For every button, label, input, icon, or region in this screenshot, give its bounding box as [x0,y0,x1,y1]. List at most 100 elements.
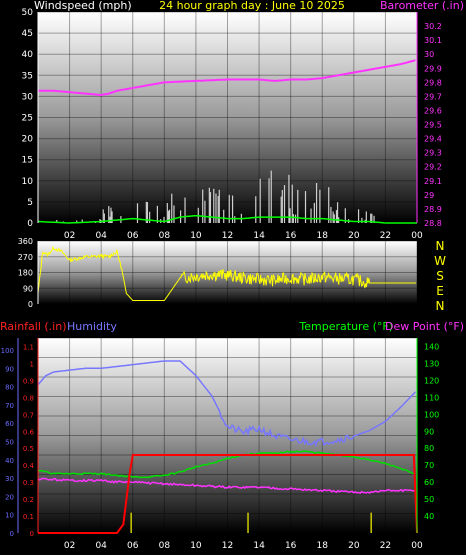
compass-label: E [436,284,444,298]
x-tick-label: 08 [159,231,171,241]
x-tick-label: 00 [411,231,423,241]
y-tick-label: 20 [22,135,34,145]
temperature-line [37,450,416,479]
rain-tick-label: 1.1 [23,343,34,351]
wind-plot-area [38,12,417,223]
y2-tick-label: 28.9 [424,205,442,214]
temp-tick-label: 70 [424,461,434,470]
y-tick-label: 5 [27,198,33,208]
barometer-axis-label: Barometer (.in) [380,0,464,12]
wind-plot-series [37,59,417,224]
y2-tick-label: 29.1 [424,177,442,186]
x-tick-label: 14 [253,231,265,241]
windspeed-axis-label: Windspeed (mph) [34,0,132,12]
rain-tick-label: 0.5 [23,445,34,453]
humidity-tick-label: 50 [5,439,14,447]
compass-label: S [436,269,444,283]
temp-tick-label: 100 [424,410,439,419]
rain-tick-label: 0.4 [23,462,35,470]
x-tick-label: 06 [127,541,139,551]
x-tick-label: 04 [95,231,107,241]
y-tick-label: 50 [22,8,34,18]
humidity-tick-label: 30 [5,475,14,483]
rainfall-axis-label: Rainfall (.in) [0,320,67,333]
y-tick-label: 0 [27,219,33,229]
temp-tick-label: 80 [424,444,434,453]
humidity-tick-label: 70 [5,402,14,410]
temp-tick-label: 50 [424,495,434,504]
y-tick-label: 360 [18,237,33,246]
dewpoint-axis-label: Dew Point (°F) [385,320,464,333]
x-tick-label: 02 [64,541,75,551]
humidity-axis-label: Humidity [67,320,117,333]
y-tick-label: 0 [28,300,33,309]
humidity-line [37,360,416,448]
humidity-tick-label: 80 [5,384,14,392]
compass-label: W [434,254,446,268]
rain-tick-label: 0.1 [23,513,34,521]
rain-tick-label: 0.2 [23,496,34,504]
temp-tick-label: 60 [424,478,434,487]
x-tick-label: 14 [253,541,265,551]
x-tick-label: 22 [380,231,391,241]
temp-tick-label: 40 [424,512,434,521]
temperature-plot-series [37,360,418,534]
y-tick-label: 25 [22,114,33,124]
y2-tick-label: 29.3 [424,149,442,158]
temp-tick-label: 120 [424,376,439,385]
x-tick-label: 10 [190,231,202,241]
temperature-plot-axes: 0 0.1 0.2 0.3 0.4 0.5 0.6 0.7 0.8 0.9 1 1.1 0 10 20 30 4… [1,338,439,551]
y-tick-label: 180 [18,269,33,278]
x-tick-label: 20 [348,541,360,551]
x-tick-label: 22 [380,541,391,551]
y-tick-label: 10 [22,177,34,187]
y2-tick-label: 29.2 [424,163,442,172]
y2-tick-label: 29.8 [424,78,442,87]
x-tick-label: 00 [411,541,423,551]
y-tick-label: 270 [18,253,33,262]
humidity-tick-label: 10 [5,512,14,520]
humidity-tick-label: 40 [5,457,14,465]
y-tick-label: 30 [22,92,34,102]
temp-tick-label: 90 [424,427,434,436]
x-tick-label: 04 [95,541,107,551]
x-tick-label: 08 [159,541,171,551]
y-tick-label: 35 [22,71,33,81]
rain-tick-label: 0.6 [23,428,35,436]
y-tick-label: 40 [22,50,34,60]
wind-average-line [37,214,417,224]
wind-plot-axes: 0 5 10 15 20 25 30 35 40 45 50 28.8 28.9 29 29.1 29.2 29… [22,8,442,241]
rain-tick-label: 1 [30,360,34,368]
x-tick-label: 18 [317,231,329,241]
x-tick-label: 12 [222,231,233,241]
humidity-tick-label: 100 [1,347,14,355]
y2-tick-label: 29.7 [424,92,442,101]
y-tick-label: 45 [22,29,33,39]
humidity-tick-label: 0 [10,530,14,538]
y-tick-label: 15 [22,156,33,166]
y2-tick-label: 30.2 [424,22,442,31]
direction-plot-series [37,245,417,301]
x-tick-label: 16 [285,541,297,551]
temperature-axis-label: Temperature (°F) [298,320,393,333]
y2-tick-label: 29.4 [424,135,442,144]
temp-tick-label: 140 [424,342,439,351]
x-tick-label: 06 [127,231,139,241]
humidity-tick-label: 20 [5,493,14,501]
rainfall-line [38,454,418,534]
x-tick-label: 02 [64,231,75,241]
y2-tick-label: 30 [424,50,434,59]
chart-title: 24 hour graph day : June 10 2025 [159,0,345,12]
y-tick-label: 90 [23,284,33,293]
compass-label: N [436,239,445,253]
wind-direction-line [37,245,417,301]
y2-tick-label: 29.9 [424,64,442,73]
rain-tick-label: 0.7 [23,411,34,419]
barometer-line [38,59,416,97]
x-tick-label: 12 [222,541,233,551]
humidity-tick-label: 90 [5,365,14,373]
y2-tick-label: 30.1 [424,36,442,45]
x-tick-label: 18 [317,541,329,551]
